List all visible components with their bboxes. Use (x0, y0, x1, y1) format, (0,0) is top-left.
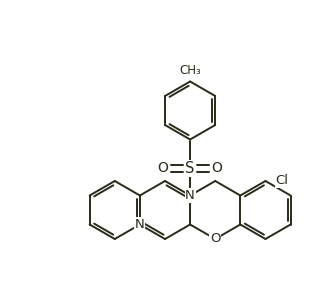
Text: N: N (185, 189, 195, 202)
Text: Cl: Cl (275, 175, 288, 187)
Text: N: N (135, 218, 145, 231)
Text: CH₃: CH₃ (179, 64, 201, 77)
Text: O: O (212, 162, 223, 175)
Text: O: O (158, 162, 168, 175)
Text: S: S (185, 161, 195, 176)
Text: O: O (210, 233, 220, 246)
